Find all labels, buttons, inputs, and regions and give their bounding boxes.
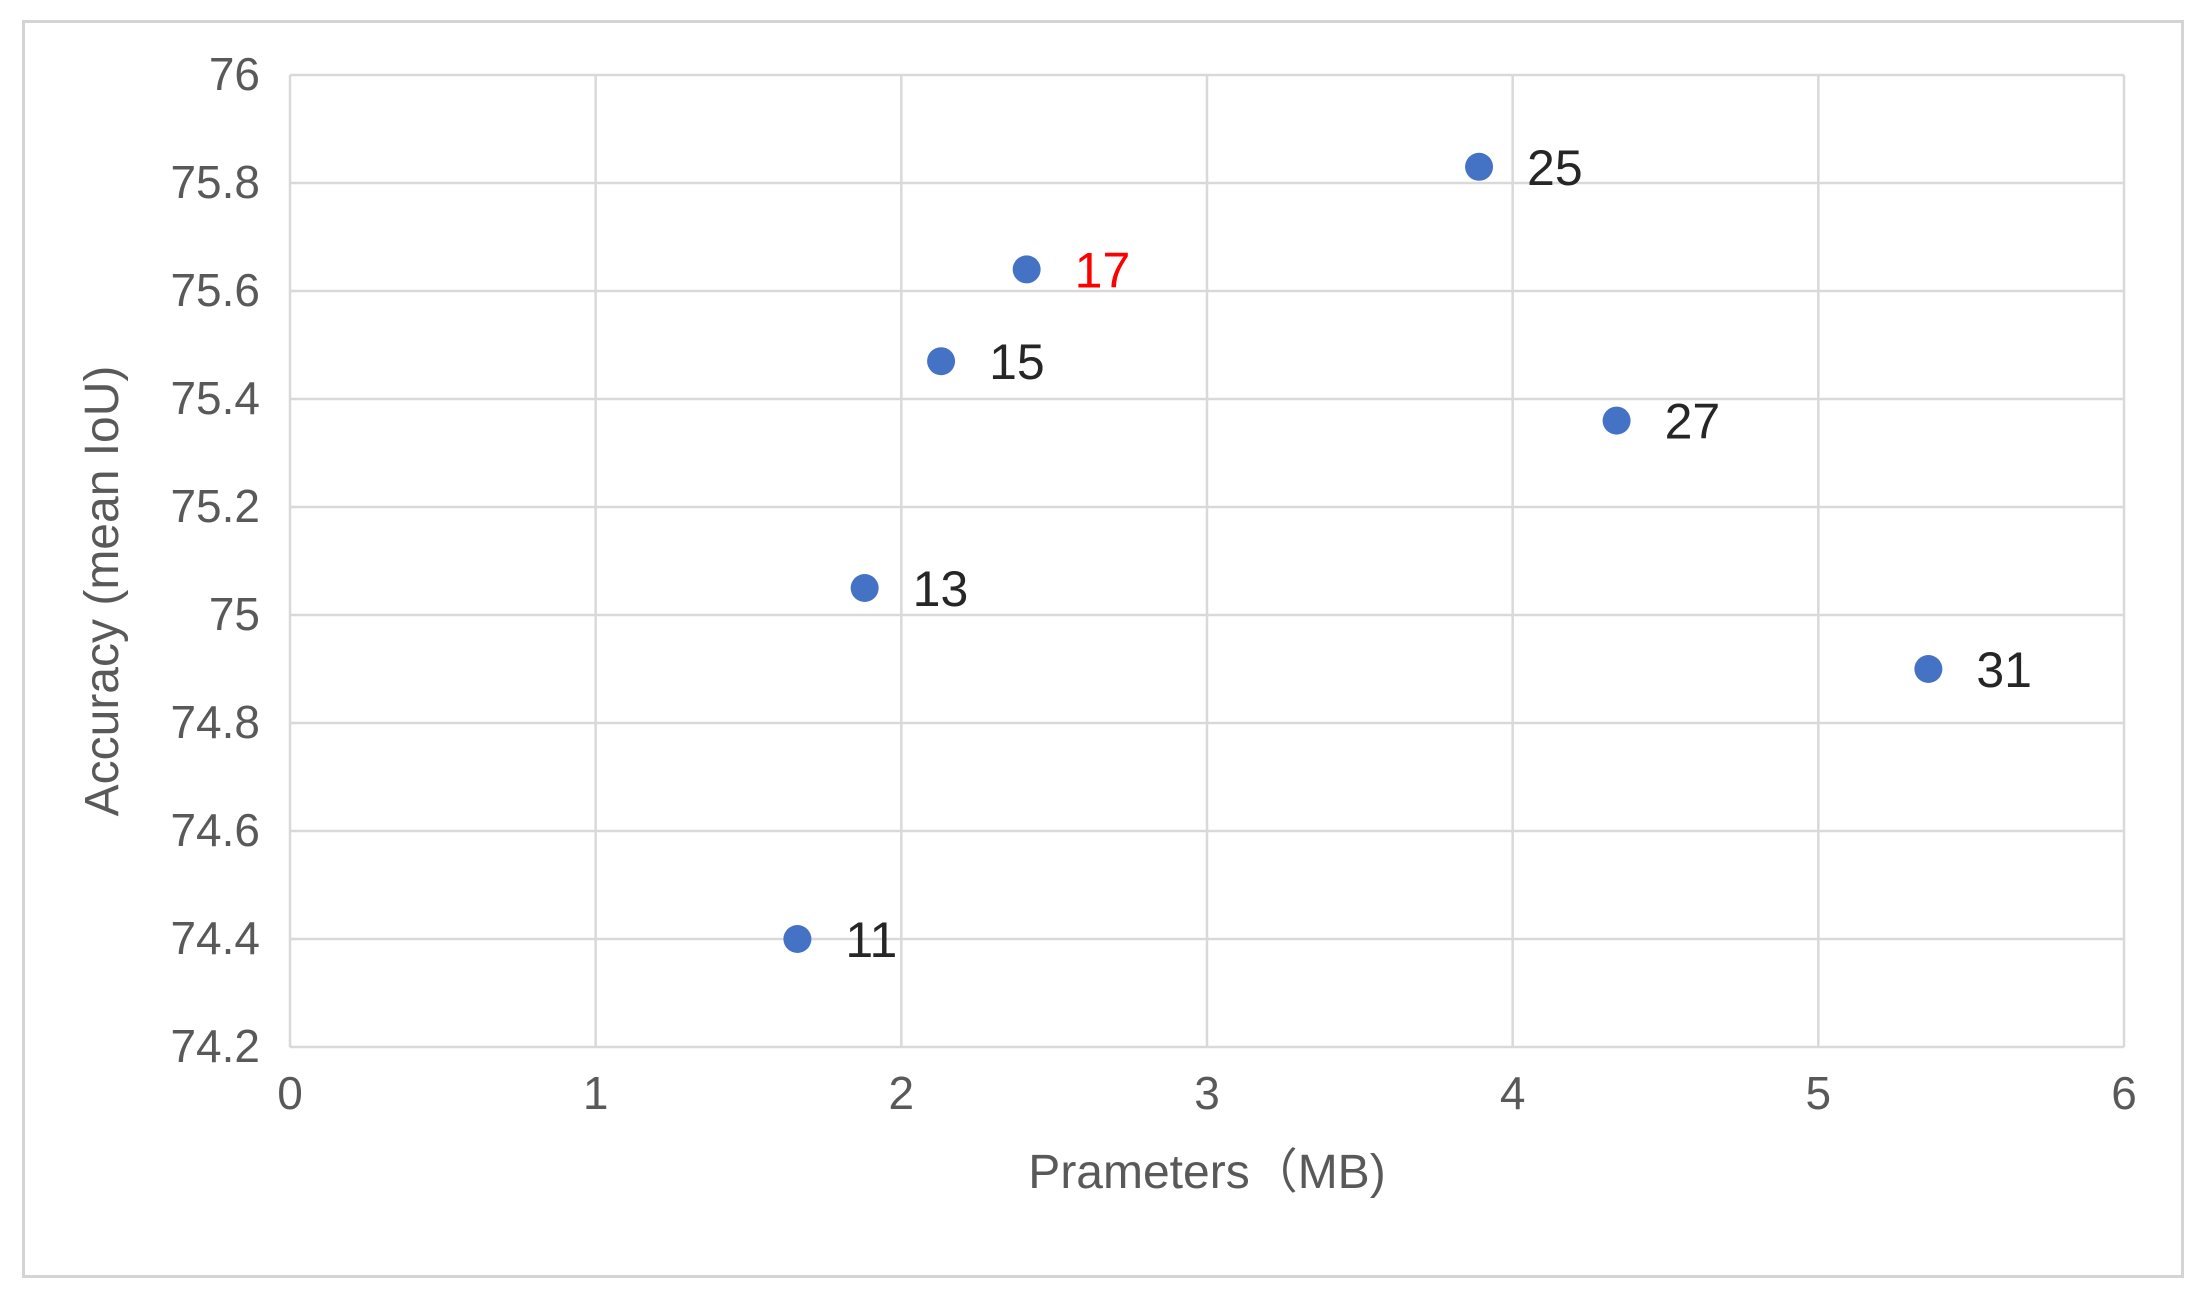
data-point-31: [1914, 655, 1943, 683]
x-tick-label: 5: [1806, 1067, 1832, 1119]
x-tick-label: 4: [1500, 1067, 1526, 1119]
y-tick-label: 75.6: [170, 264, 260, 316]
data-point-17: [1012, 255, 1041, 284]
y-tick-label: 75.4: [170, 372, 260, 424]
data-label-15: 15: [989, 334, 1045, 390]
y-tick-label: 74.4: [170, 912, 260, 964]
y-axis-title: Accuracy (mean IoU): [76, 366, 129, 817]
x-tick-label: 3: [1194, 1067, 1220, 1119]
grid-lines: [288, 73, 2126, 1049]
data-point-15: [927, 347, 956, 376]
y-tick-label: 76: [209, 48, 260, 100]
data-point-13: [850, 574, 879, 602]
x-tick-label: 0: [277, 1067, 303, 1119]
data-labels: 11 13 15 17 25 27 31: [845, 140, 2032, 968]
data-label-25: 25: [1527, 140, 1583, 196]
y-tick-label: 75.2: [170, 480, 260, 532]
x-tick-label: 1: [583, 1067, 609, 1119]
x-tick-label: 2: [889, 1067, 915, 1119]
data-label-13: 13: [913, 561, 969, 617]
y-tick-label: 75: [209, 588, 260, 640]
data-point-27: [1602, 406, 1631, 435]
x-axis-title: Prameters（MB): [1028, 1146, 1385, 1199]
data-points: [783, 152, 1943, 953]
data-label-11: 11: [845, 912, 897, 968]
data-label-17: 17: [1075, 242, 1131, 298]
chart-frame: [22, 20, 2184, 1278]
y-tick-label: 74.6: [170, 804, 260, 856]
data-point-25: [1465, 152, 1494, 181]
y-tick-label: 75.8: [170, 156, 260, 208]
data-point-11: [783, 925, 812, 953]
y-tick-label: 74.2: [170, 1020, 260, 1072]
data-label-31: 31: [1976, 642, 2032, 698]
x-tick-label: 6: [2111, 1067, 2137, 1119]
y-tick-label: 74.8: [170, 696, 260, 748]
data-label-27: 27: [1665, 394, 1721, 450]
tick-labels: 74.2 74.4 74.6 74.8 75 75.2 75.4 75.6 75.8 76 0 1 2 3…: [170, 48, 2136, 1119]
